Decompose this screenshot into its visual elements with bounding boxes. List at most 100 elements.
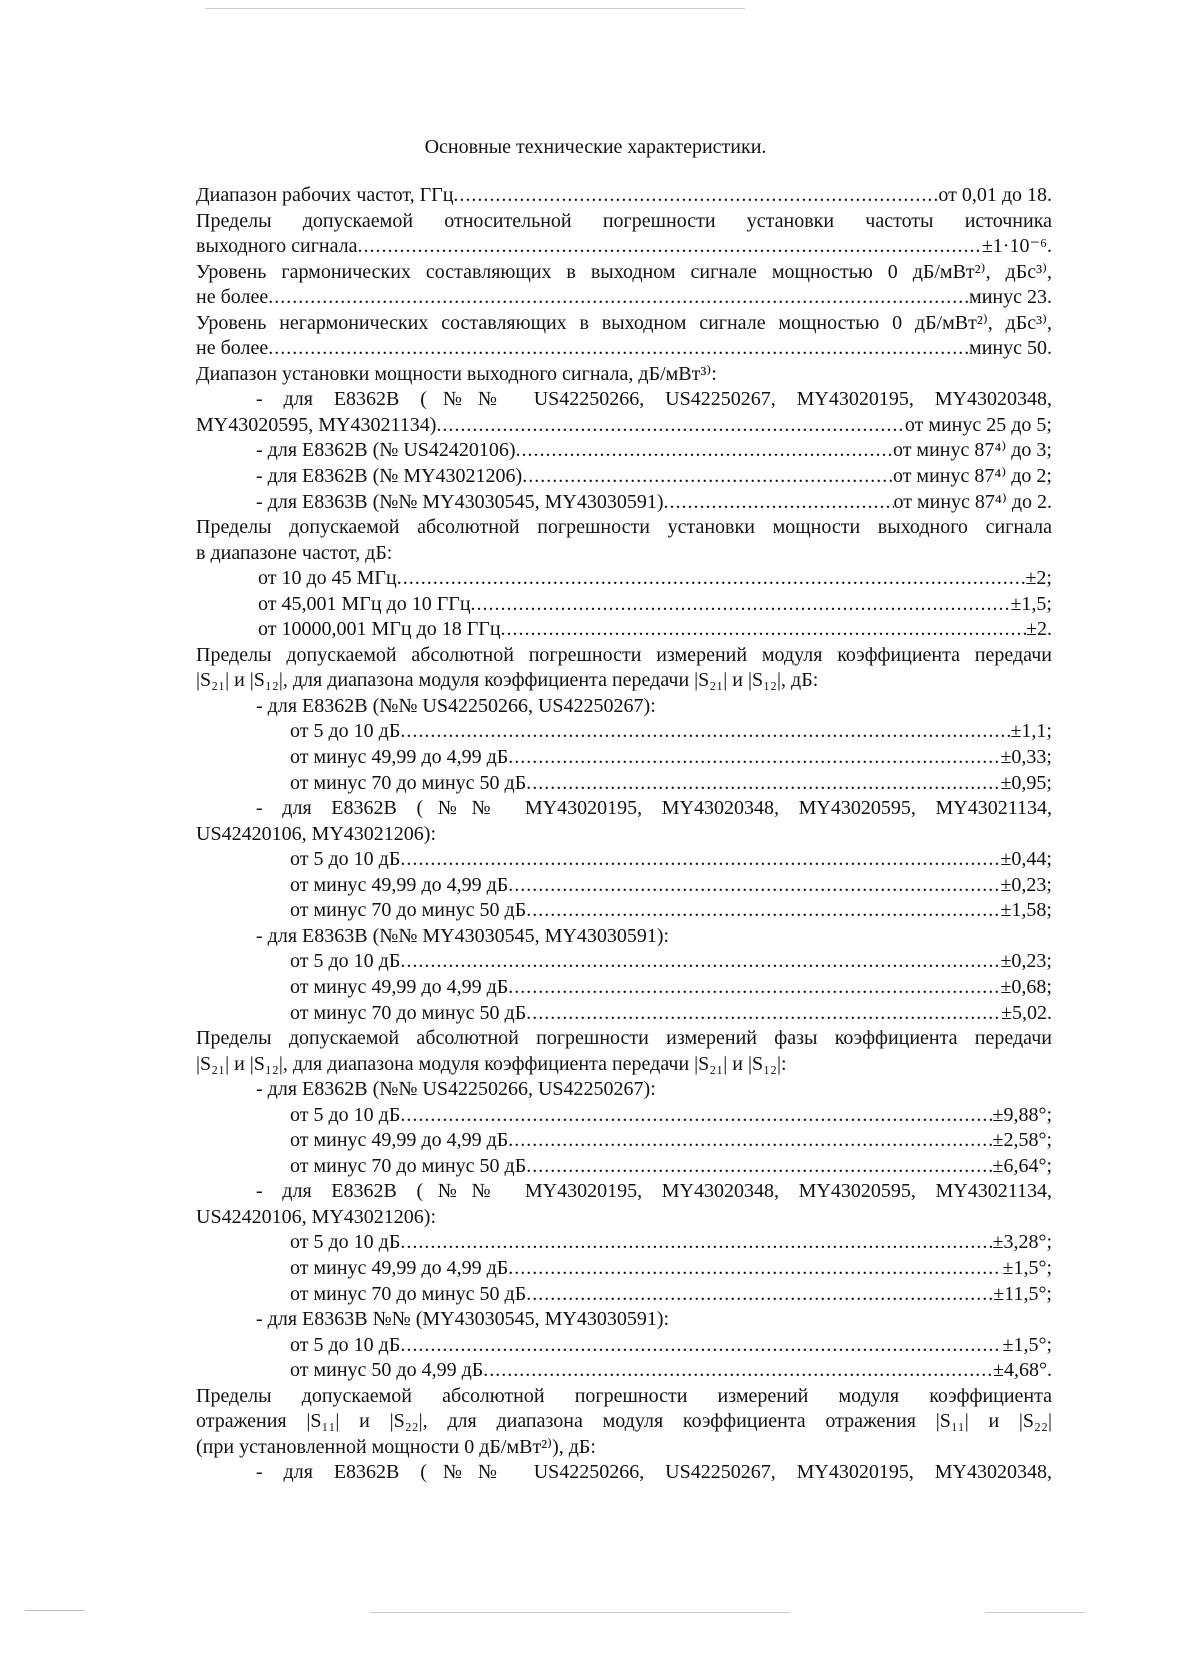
spec-label: от 5 до 10 дБ bbox=[290, 950, 401, 973]
scan-artifact bbox=[370, 1612, 790, 1613]
spec-line: от 10 до 45 МГц ±2; bbox=[196, 566, 1052, 592]
spec-value: от 0,01 до 18. bbox=[938, 184, 1052, 206]
spec-value: ±0,95; bbox=[1000, 771, 1052, 794]
spec-line: от минус 49,99 до 4,99 дБ ±0,23; bbox=[196, 873, 1052, 899]
dot-leader bbox=[268, 285, 969, 311]
dot-leader bbox=[400, 719, 1010, 745]
spec-value: ±1,5°; bbox=[1002, 1333, 1052, 1356]
spec-value: ±1·10⁻⁶. bbox=[981, 235, 1052, 258]
spec-label: от минус 49,99 до 4,99 дБ bbox=[290, 873, 509, 896]
text-line: - для E8362B (№№ MY43020195, MY43020348,… bbox=[256, 797, 1052, 820]
dot-leader bbox=[400, 1230, 992, 1256]
spec-value: ±2. bbox=[1026, 618, 1052, 641]
spec-label: - для E8362B (№ US42420106) bbox=[256, 439, 516, 462]
dot-leader bbox=[400, 1333, 1002, 1359]
dot-leader bbox=[526, 1001, 1001, 1027]
spec-value: от минус 25 до 5; bbox=[904, 413, 1052, 436]
spec-line: от минус 49,99 до 4,99 дБ ±2,58°; bbox=[196, 1128, 1052, 1154]
spec-label: от минус 70 до минус 50 дБ bbox=[290, 771, 527, 794]
spec-value: ±5,02. bbox=[1001, 1001, 1052, 1024]
spec-value: ±0,44; bbox=[1000, 848, 1052, 871]
spec-value: ±9,88°; bbox=[992, 1103, 1052, 1126]
text-line: - для E8362B (№№ US42250266, US42250267)… bbox=[256, 694, 656, 717]
spec-label: от 5 до 10 дБ bbox=[290, 1103, 401, 1126]
dot-leader bbox=[436, 413, 904, 439]
spec-label: от 5 до 10 дБ bbox=[290, 720, 401, 743]
spec-label: от минус 49,99 до 4,99 дБ bbox=[290, 746, 509, 769]
spec-label: от 5 до 10 дБ bbox=[290, 1333, 401, 1356]
dot-leader bbox=[508, 1256, 1002, 1282]
spec-value: ±1,58; bbox=[1000, 899, 1052, 922]
text-line: |S₂₁| и |S₁₂|, для диапазона модуля коэф… bbox=[196, 669, 819, 692]
spec-line: от 5 до 10 дБ ±1,5°; bbox=[196, 1333, 1052, 1359]
dot-leader bbox=[526, 1282, 993, 1308]
text-line: (при установленной мощности 0 дБ/мВт²⁾),… bbox=[196, 1435, 596, 1458]
dot-leader bbox=[508, 975, 1000, 1001]
spec-value: ±0,23; bbox=[1000, 873, 1052, 896]
spec-value: от минус 87⁴⁾ до 2. bbox=[893, 490, 1052, 513]
spec-value: ±0,33; bbox=[1000, 746, 1052, 769]
dot-leader bbox=[526, 771, 1000, 797]
spec-label: не более bbox=[196, 337, 269, 360]
spec-label: от минус 49,99 до 4,99 дБ bbox=[290, 975, 509, 998]
dot-leader bbox=[400, 949, 1000, 975]
dot-leader bbox=[453, 183, 938, 209]
spec-line: от минус 50 до 4,99 дБ ±4,68°. bbox=[196, 1358, 1052, 1384]
document-body: Диапазон рабочих частот, ГГц от 0,01 до 1… bbox=[196, 183, 1052, 1486]
dot-leader bbox=[526, 898, 1000, 924]
text-line: Диапазон установки мощности выходного си… bbox=[196, 362, 717, 385]
spec-value: ±4,68°. bbox=[993, 1359, 1052, 1382]
text-line: - для E8363B (№№ MY43030545, MY43030591)… bbox=[256, 924, 670, 947]
scan-artifact bbox=[205, 8, 745, 9]
dot-leader bbox=[268, 336, 969, 362]
dot-leader bbox=[508, 873, 1000, 899]
spec-label: от минус 70 до минус 50 дБ bbox=[290, 899, 527, 922]
spec-line: от 5 до 10 дБ ±0,23; bbox=[196, 949, 1052, 975]
text-line: - для E8362B (№№ US42250266, US42250267,… bbox=[256, 1461, 1052, 1484]
text-line: Пределы допускаемой абсолютной погрешнос… bbox=[196, 643, 1052, 666]
text-line: US42420106, MY43021206): bbox=[196, 1205, 437, 1228]
spec-label: от минус 70 до минус 50 дБ bbox=[290, 1154, 527, 1177]
spec-label: от 5 до 10 дБ bbox=[290, 848, 401, 871]
spec-line: - для E8362B (№ US42420106) от минус 87⁴⁾… bbox=[196, 438, 1052, 464]
spec-line: - для E8362B (№ MY43021206) от минус 87⁴⁾… bbox=[196, 464, 1052, 490]
spec-value: ±6,64°; bbox=[992, 1154, 1052, 1177]
dot-leader bbox=[471, 592, 1011, 618]
spec-value: ±1,1; bbox=[1010, 720, 1052, 743]
spec-line: от минус 49,99 до 4,99 дБ ±0,68; bbox=[196, 975, 1052, 1001]
text-line: - для E8362B (№№ US42250266, US42250267)… bbox=[256, 1078, 656, 1101]
dot-leader bbox=[516, 438, 893, 464]
dot-leader bbox=[526, 1154, 992, 1180]
dot-leader bbox=[400, 1103, 992, 1129]
text-line: |S₂₁| и |S₁₂|, для диапазона модуля коэф… bbox=[196, 1052, 787, 1075]
spec-line: от 45,001 МГц до 10 ГГц ±1,5; bbox=[196, 592, 1052, 618]
spec-line: от минус 70 до минус 50 дБ ±6,64°; bbox=[196, 1154, 1052, 1180]
dot-leader bbox=[483, 1358, 993, 1384]
spec-value: ±2; bbox=[1025, 567, 1052, 590]
spec-label: выходного сигнала bbox=[196, 235, 358, 258]
spec-value: ±1,5°; bbox=[1002, 1256, 1052, 1279]
dot-leader bbox=[358, 234, 982, 260]
spec-label: не более bbox=[196, 286, 269, 309]
text-line: Пределы допускаемой абсолютной погрешнос… bbox=[196, 1027, 1052, 1050]
spec-line: не более минус 23. bbox=[196, 285, 1052, 311]
spec-line: от минус 70 до минус 50 дБ ±5,02. bbox=[196, 1001, 1052, 1027]
dot-leader bbox=[501, 617, 1026, 643]
spec-label: от минус 70 до минус 50 дБ bbox=[290, 1282, 527, 1305]
dot-leader bbox=[397, 566, 1026, 592]
scan-artifact bbox=[985, 1612, 1085, 1613]
text-line: Пределы допускаемой абсолютной погрешнос… bbox=[196, 516, 1052, 539]
spec-line: от 5 до 10 дБ ±0,44; bbox=[196, 847, 1052, 873]
spec-line: - для E8363B (№№ MY43030545, MY43030591)… bbox=[196, 490, 1052, 516]
text-line: в диапазоне частот, дБ: bbox=[196, 541, 393, 564]
spec-value: минус 23. bbox=[969, 286, 1052, 309]
text-line: - для E8362B (№№ US42250266, US42250267,… bbox=[256, 388, 1052, 411]
spec-line: от 5 до 10 дБ ±1,1; bbox=[196, 719, 1052, 745]
spec-label: - для E8362B (№ MY43021206) bbox=[256, 465, 523, 488]
text-line: Пределы допускаемой относительной погреш… bbox=[196, 209, 1052, 232]
spec-label: от минус 50 до 4,99 дБ bbox=[290, 1359, 484, 1382]
spec-value: ±3,28°; bbox=[992, 1231, 1052, 1254]
spec-line: от 5 до 10 дБ ±3,28°; bbox=[196, 1230, 1052, 1256]
dot-leader bbox=[508, 1128, 992, 1154]
dot-leader bbox=[400, 847, 1000, 873]
